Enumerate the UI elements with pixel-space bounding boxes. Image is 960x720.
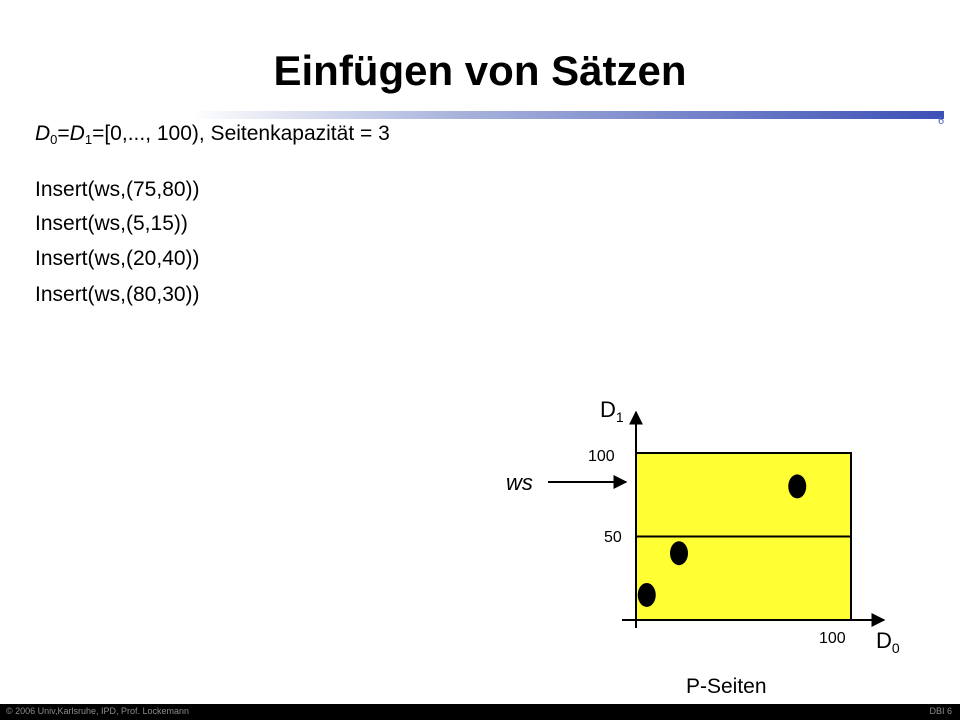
p-seiten-caption: P-Seiten xyxy=(686,675,767,698)
d0-axis-label: D0 xyxy=(876,628,900,656)
data-point xyxy=(637,582,656,607)
title-gradient-bar xyxy=(190,111,944,119)
footer-copyright: © 2006 Univ,Karlsruhe, IPD, Prof. Lockem… xyxy=(6,706,190,716)
footer-bar: © 2006 Univ,Karlsruhe, IPD, Prof. Lockem… xyxy=(0,704,960,720)
insert-statement: Insert(ws,(20,40)) xyxy=(35,247,200,270)
d1-tick-100: 100 xyxy=(588,448,615,465)
insert-statement: Insert(ws,(5,15)) xyxy=(35,212,188,235)
d0-subscript: 0 xyxy=(50,132,58,147)
insert-statement: Insert(ws,(75,80)) xyxy=(35,178,200,201)
data-point xyxy=(788,474,807,499)
domain-range-text: =[0,..., 100), Seitenkapazität = 3 xyxy=(92,122,390,145)
d1-letter: D xyxy=(69,122,85,145)
data-point xyxy=(670,541,688,566)
footer-slide-id: DBI 6 xyxy=(929,706,952,716)
domain-definition: D0=D1=[0,..., 100), Seitenkapazität = 3 xyxy=(35,122,390,147)
d1-tick-50: 50 xyxy=(604,529,622,546)
insert-statement: Insert(ws,(80,30)) xyxy=(35,283,200,306)
ws-pointer-label: ws xyxy=(506,470,533,495)
data-points xyxy=(637,474,807,607)
d1-axis-label: D1 xyxy=(600,397,624,425)
d0-letter: D xyxy=(35,122,51,145)
d0-axis-letter: D xyxy=(876,628,892,653)
d1-axis-subscript: 1 xyxy=(616,409,624,425)
d1-axis-letter: D xyxy=(600,397,616,422)
d0-axis-subscript: 0 xyxy=(892,640,900,656)
d0-tick-100: 100 xyxy=(819,630,846,647)
slide-number: 6 xyxy=(938,115,945,127)
slide-title: Einfügen von Sätzen xyxy=(273,47,687,94)
d1-subscript: 1 xyxy=(84,132,93,147)
